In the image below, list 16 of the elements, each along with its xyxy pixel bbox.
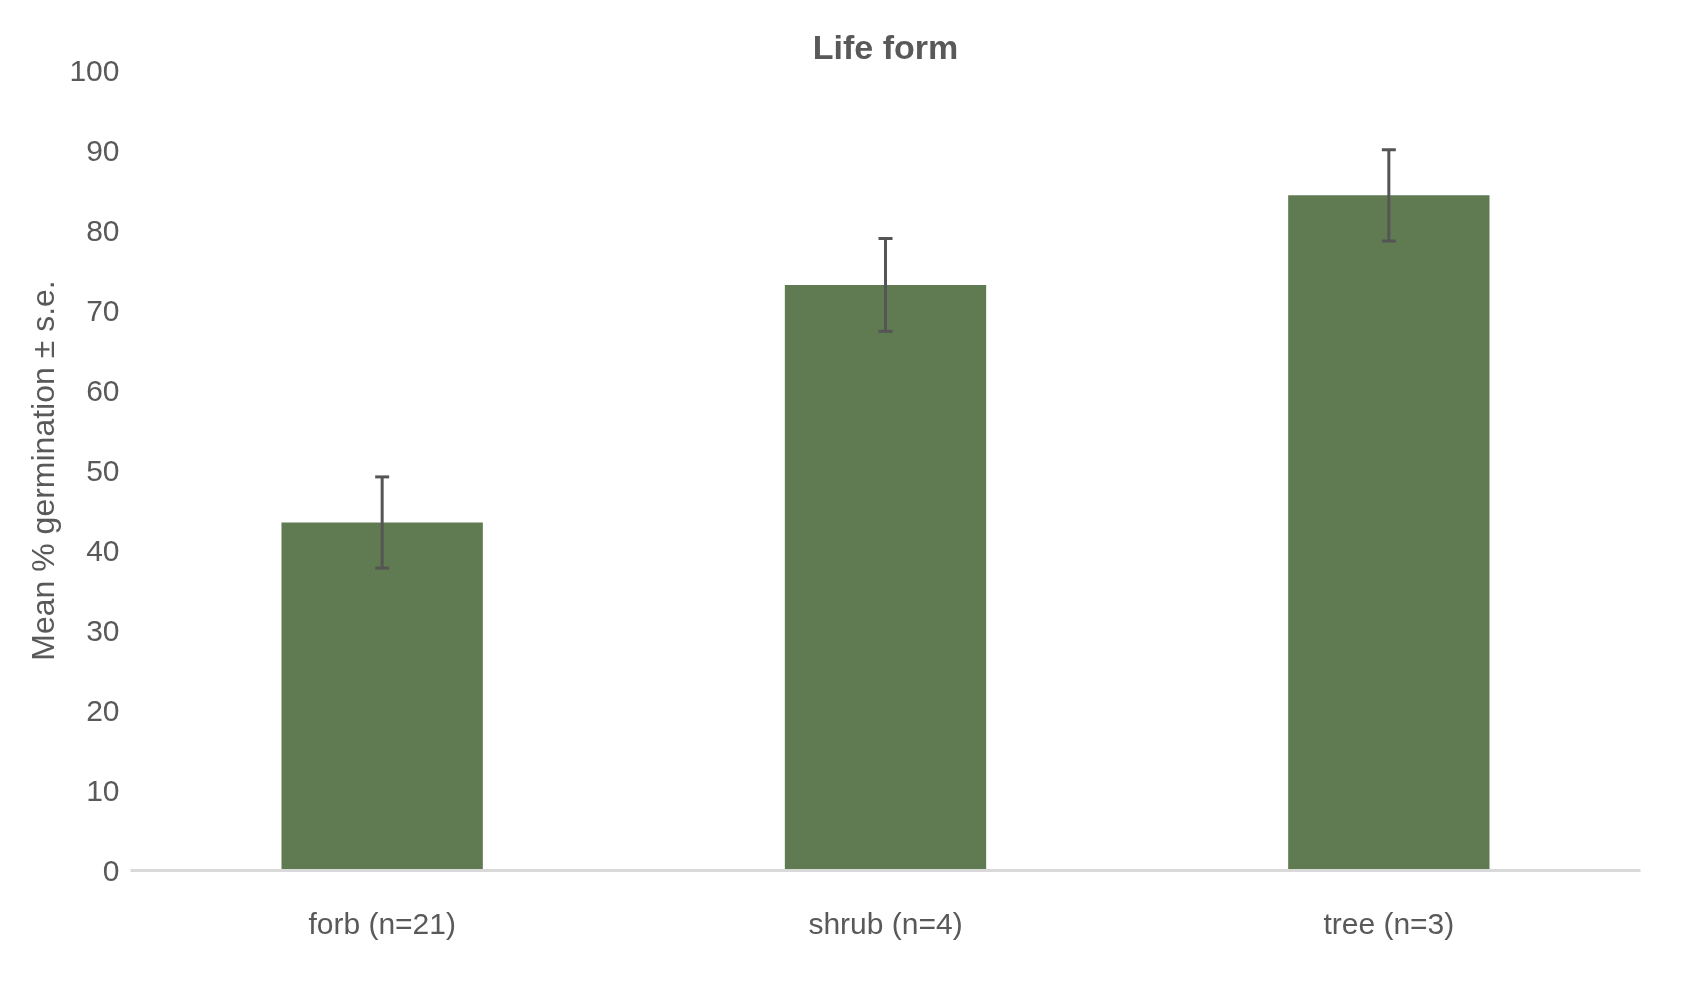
y-tick-label: 100 (69, 53, 120, 87)
y-tick-label: 20 (86, 693, 120, 727)
y-tick-label: 10 (86, 773, 120, 807)
x-tick-label: tree (n=3) (1323, 906, 1455, 940)
x-tick-label: shrub (n=4) (808, 906, 963, 940)
y-axis-title: Mean % germination ± s.e. (25, 280, 62, 661)
y-tick-label: 80 (86, 213, 120, 247)
x-tick-label: forb (n=21) (308, 906, 456, 940)
y-tick-label: 60 (86, 373, 120, 407)
y-tick-label: 50 (86, 453, 120, 487)
y-tick-label: 40 (86, 533, 120, 567)
y-tick-label: 90 (86, 133, 120, 167)
y-tick-label: 70 (86, 293, 120, 327)
y-tick-label: 30 (86, 613, 120, 647)
y-tick-label: 0 (102, 853, 120, 887)
chart-title: Life form (812, 27, 959, 66)
